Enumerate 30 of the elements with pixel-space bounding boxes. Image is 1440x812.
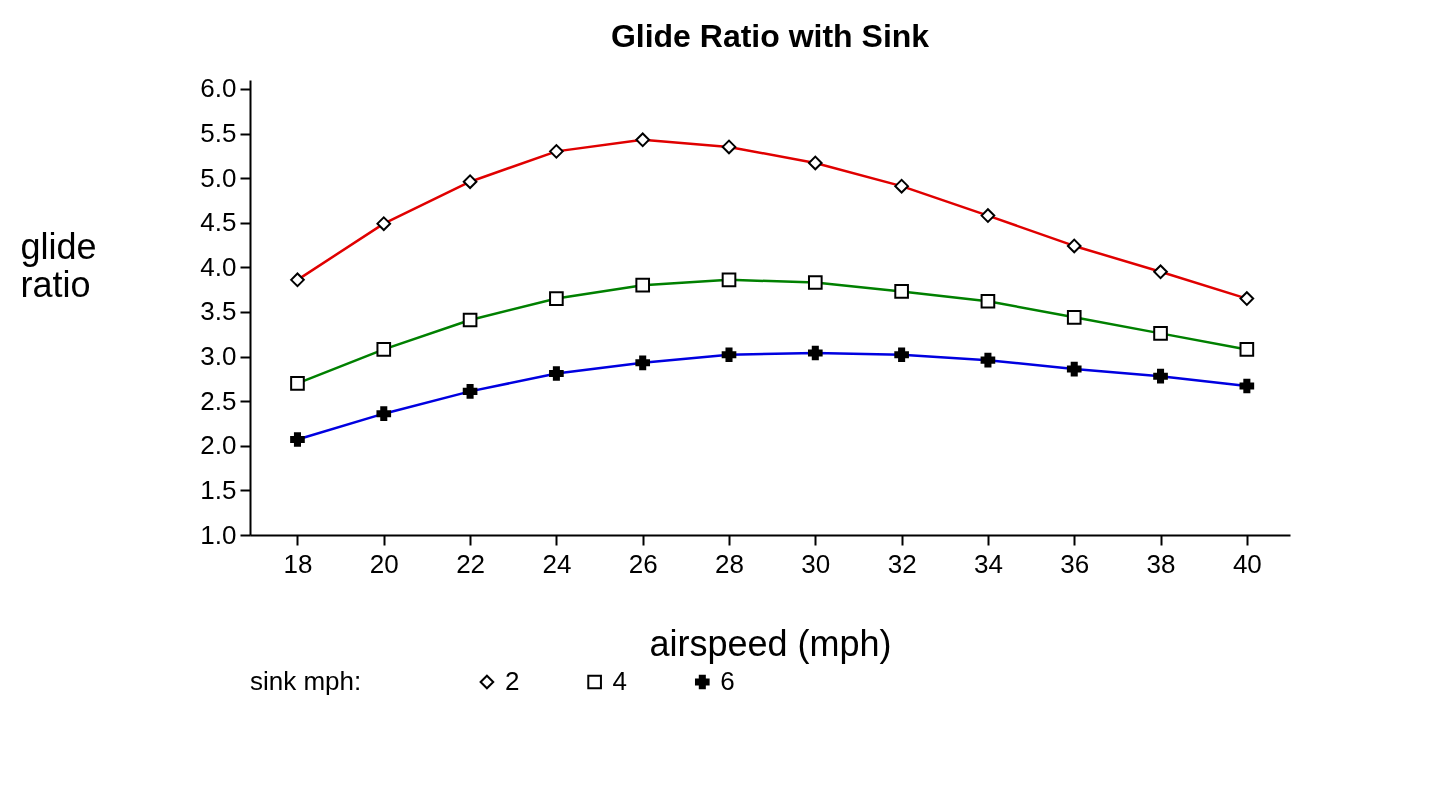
x-tick-label: 34: [973, 548, 1003, 579]
y-tick-label: 1.0: [200, 519, 237, 550]
y-tick-label: 5.5: [200, 118, 237, 149]
x-tick-label: 22: [456, 548, 486, 579]
x-tick-label: 26: [628, 548, 658, 579]
legend-label: 2: [504, 666, 520, 696]
x-tick-label: 40: [1232, 548, 1262, 579]
x-tick-label: 18: [283, 548, 313, 579]
x-tick-label: 28: [715, 548, 744, 579]
legend-label: 4: [612, 666, 628, 696]
y-tick-label: 5.0: [200, 162, 237, 193]
x-axis-title: airspeed (mph): [649, 622, 892, 664]
x-tick-label: 24: [542, 548, 572, 579]
x-tick-label: 30: [801, 548, 831, 579]
legend-label: 6: [720, 666, 735, 696]
y-axis-title: glide ratio: [20, 225, 97, 305]
y-tick-label: 2.5: [200, 385, 237, 416]
y-tick-label: 3.5: [200, 296, 237, 327]
y-tick-label: 4.0: [200, 251, 237, 282]
legend-title: sink mph:: [250, 666, 362, 696]
y-tick-label: 2.0: [200, 430, 237, 461]
x-tick-label: 38: [1146, 548, 1176, 579]
y-tick-label: 1.5: [200, 474, 237, 505]
y-tick-label: 3.0: [200, 341, 237, 372]
y-tick-label: 6.0: [200, 73, 237, 104]
x-tick-label: 32: [887, 548, 917, 579]
y-tick-label: 4.5: [200, 207, 237, 238]
chart-title: Glide Ratio with Sink: [610, 17, 930, 54]
x-tick-label: 36: [1060, 548, 1090, 579]
x-tick-label: 20: [369, 548, 399, 579]
